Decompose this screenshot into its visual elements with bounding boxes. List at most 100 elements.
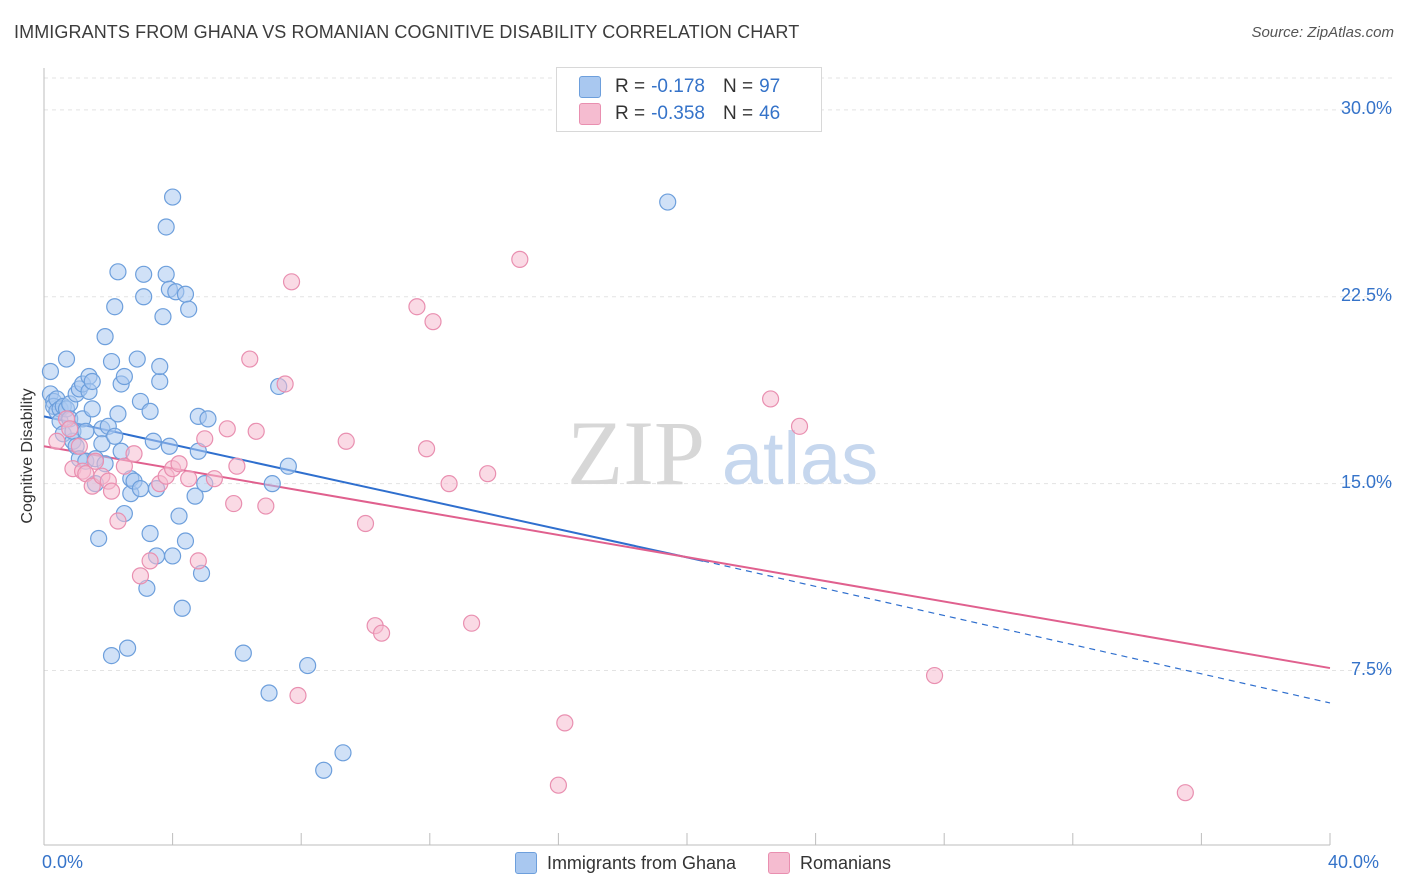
legend-r-label: R = — [615, 103, 646, 124]
legend-r-value-ghana: -0.178 — [651, 76, 705, 97]
point-ghana — [41, 362, 60, 381]
legend-n-value-ghana: 97 — [759, 76, 781, 97]
legend-swatch-ghana — [579, 76, 601, 98]
point-romanians — [424, 313, 442, 331]
source-attribution: Source: ZipAtlas.com — [1251, 24, 1394, 41]
point-ghana — [77, 422, 95, 440]
y-axis-label: Cognitive Disability — [19, 388, 36, 524]
grid-lines — [44, 77, 1392, 672]
point-romanians — [115, 457, 133, 475]
point-ghana — [176, 532, 195, 550]
point-ghana — [83, 372, 101, 391]
point-romanians — [196, 430, 214, 448]
point-romanians — [790, 417, 809, 435]
x-tick-label: 0.0% — [42, 852, 84, 872]
point-ghana — [164, 547, 182, 565]
point-romanians — [761, 390, 780, 408]
watermark-zip: ZIP — [567, 402, 705, 504]
point-romanians — [511, 250, 529, 268]
point-romanians — [225, 494, 243, 513]
point-ghana — [173, 599, 191, 617]
point-ghana — [93, 435, 111, 453]
legend-n-label: N = — [722, 76, 754, 97]
point-romanians — [408, 298, 426, 316]
trend-line-ghana-extension — [702, 560, 1331, 704]
point-romanians — [356, 514, 375, 533]
point-ghana — [57, 350, 76, 368]
chart-title: IMMIGRANTS FROM GHANA VS ROMANIAN COGNIT… — [14, 22, 800, 42]
trend-line-romanians — [43, 445, 1331, 670]
point-ghana — [135, 265, 153, 283]
point-ghana — [176, 285, 195, 303]
point-ghana — [83, 400, 101, 418]
point-ghana — [96, 328, 114, 346]
point-romanians — [417, 440, 436, 458]
point-ghana — [263, 475, 281, 493]
data-points — [41, 188, 1194, 802]
legend-row-romanians: R = -0.358 N = 46 — [579, 101, 780, 127]
point-romanians — [1176, 784, 1194, 802]
point-ghana — [144, 432, 162, 450]
point-ghana — [160, 437, 178, 455]
point-romanians — [257, 497, 275, 515]
legend-item-romanians: Romanians — [768, 852, 891, 874]
point-romanians — [86, 452, 105, 470]
point-romanians — [131, 567, 150, 585]
legend-label-ghana: Immigrants from Ghana — [546, 852, 736, 873]
point-ghana — [90, 529, 108, 548]
point-ghana — [141, 524, 159, 543]
point-romanians — [241, 350, 259, 368]
legend-swatch-ghana — [514, 852, 537, 874]
point-romanians — [228, 457, 246, 475]
point-ghana — [135, 288, 153, 306]
point-romanians — [289, 686, 307, 705]
point-ghana — [151, 357, 169, 376]
point-ghana — [151, 372, 169, 391]
legend-r-label: R = — [615, 76, 646, 97]
y-tick-label: 22.5% — [1340, 284, 1392, 305]
point-ghana — [279, 457, 297, 475]
stats-legend: R = -0.178 N = 97 R = -0.358 N = 46 — [556, 67, 822, 132]
point-ghana — [299, 656, 317, 675]
point-romanians — [141, 552, 159, 570]
point-ghana — [334, 744, 352, 762]
point-romanians — [549, 776, 568, 794]
point-romanians — [70, 437, 88, 455]
point-romanians — [337, 432, 355, 450]
point-ghana — [109, 263, 127, 281]
point-romanians — [247, 422, 265, 440]
series-legend: Immigrants from Ghana Romanians — [0, 852, 1406, 874]
legend-label-romanians: Romanians — [800, 852, 892, 873]
point-ghana — [118, 639, 137, 657]
point-ghana — [141, 402, 159, 420]
legend-r-value-romanians: -0.358 — [651, 103, 705, 124]
point-ghana — [315, 761, 333, 779]
point-ghana — [170, 507, 188, 525]
point-ghana — [131, 480, 150, 498]
legend-row-ghana: R = -0.178 N = 97 — [579, 74, 780, 100]
point-ghana — [106, 427, 124, 445]
point-romanians — [189, 552, 207, 570]
point-ghana — [199, 410, 217, 428]
point-romanians — [205, 470, 223, 488]
point-ghana — [154, 308, 172, 326]
point-ghana — [180, 300, 198, 318]
point-romanians — [48, 432, 66, 450]
point-romanians — [102, 482, 121, 500]
point-romanians — [479, 465, 497, 483]
point-ghana — [106, 298, 124, 316]
point-romanians — [556, 714, 574, 732]
point-romanians — [276, 375, 294, 393]
point-ghana — [186, 487, 204, 505]
point-romanians — [440, 475, 458, 493]
point-ghana — [234, 644, 252, 662]
point-romanians — [180, 470, 198, 488]
point-romanians — [925, 666, 944, 685]
axes — [43, 68, 1331, 846]
point-ghana — [659, 193, 677, 211]
legend-item-ghana: Immigrants from Ghana — [514, 852, 736, 874]
point-ghana — [109, 405, 127, 423]
point-romanians — [282, 273, 301, 291]
point-ghana — [115, 367, 133, 386]
